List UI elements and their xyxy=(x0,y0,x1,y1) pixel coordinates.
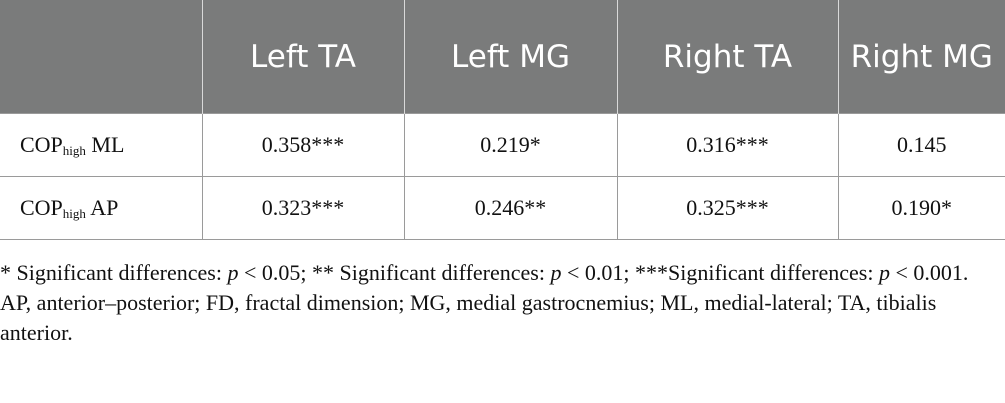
footnote-text: * Significant differences: xyxy=(0,260,228,285)
header-right-ta: Right TA xyxy=(616,0,838,114)
cell-value: 0.323*** xyxy=(201,176,404,240)
cell-value: 0.145 xyxy=(837,113,1005,177)
footnote-text: < 0.05; ** Significant differences: xyxy=(238,260,551,285)
row-label-main: COP xyxy=(20,132,63,157)
footnote-text: < 0.01; ***Significant differences: xyxy=(561,260,879,285)
header-left-mg: Left MG xyxy=(403,0,617,114)
significance-footnote: * Significant differences: p < 0.05; ** … xyxy=(0,258,1000,288)
row-label-cop-ml: COPhigh ML xyxy=(0,113,202,177)
table-footnotes: * Significant differences: p < 0.05; ** … xyxy=(0,258,1000,348)
cell-value: 0.190* xyxy=(837,176,1005,240)
table-header-row: Left TA Left MG Right TA Right MG xyxy=(0,0,1005,114)
results-table-container: Left TA Left MG Right TA Right MG COPhig… xyxy=(0,0,1005,240)
row-label-cop-ap: COPhigh AP xyxy=(0,176,202,240)
row-label-main: COP xyxy=(20,195,63,220)
footnote-text: < 0.001. xyxy=(889,260,969,285)
table-row: COPhigh ML 0.358*** 0.219* 0.316*** 0.14… xyxy=(0,113,1005,177)
cell-value: 0.358*** xyxy=(201,113,404,177)
header-empty-cell xyxy=(0,0,202,114)
row-label-subscript: high xyxy=(62,206,86,221)
row-label-suffix: AP xyxy=(85,195,119,220)
header-right-mg: Right MG xyxy=(837,0,1005,114)
row-label-subscript: high xyxy=(62,143,86,158)
results-table: Left TA Left MG Right TA Right MG COPhig… xyxy=(0,0,1005,240)
abbreviations-footnote: AP, anterior–posterior; FD, fractal dime… xyxy=(0,290,937,345)
p-symbol: p xyxy=(227,260,239,285)
cell-value: 0.219* xyxy=(403,113,617,177)
p-symbol: p xyxy=(878,260,890,285)
cell-value: 0.246** xyxy=(403,176,617,240)
cell-value: 0.325*** xyxy=(616,176,838,240)
row-label-suffix: ML xyxy=(85,132,125,157)
header-left-ta: Left TA xyxy=(201,0,404,114)
p-symbol: p xyxy=(550,260,562,285)
cell-value: 0.316*** xyxy=(616,113,838,177)
table-row: COPhigh AP 0.323*** 0.246** 0.325*** 0.1… xyxy=(0,176,1005,240)
